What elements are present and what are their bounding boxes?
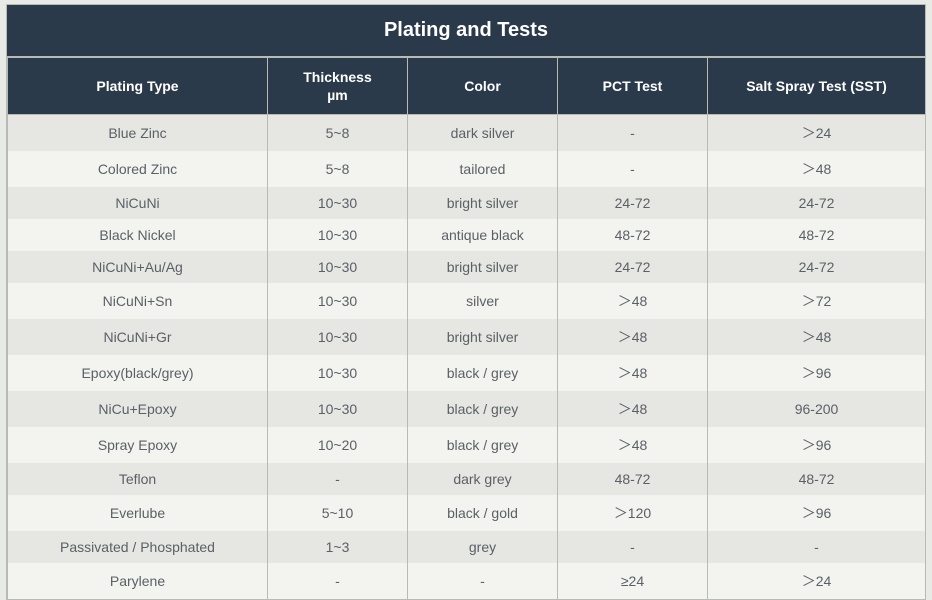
table-cell: 48-72 <box>708 463 926 495</box>
col-header-color: Color <box>408 58 558 115</box>
plating-tests-table: Plating Type Thicknessµm Color PCT Test … <box>7 57 926 599</box>
table-cell: 48-72 <box>558 219 708 251</box>
table-cell: Passivated / Phosphated <box>8 531 268 563</box>
table-cell: 10~30 <box>268 355 408 391</box>
table-cell: ＞96 <box>708 355 926 391</box>
table-cell: Black Nickel <box>8 219 268 251</box>
table-cell: bright silver <box>408 251 558 283</box>
table-cell: ＞48 <box>558 391 708 427</box>
table-cell: ＞24 <box>708 563 926 599</box>
table-cell: 5~8 <box>268 115 408 152</box>
table-cell: 10~30 <box>268 319 408 355</box>
table-cell: ＞48 <box>708 319 926 355</box>
table-cell: bright silver <box>408 187 558 219</box>
table-cell: Teflon <box>8 463 268 495</box>
table-row: Black Nickel10~30antique black48-7248-72 <box>8 219 926 251</box>
table-cell: tailored <box>408 151 558 187</box>
table-cell: NiCuNi <box>8 187 268 219</box>
table-cell: Colored Zinc <box>8 151 268 187</box>
table-cell: ＞48 <box>558 427 708 463</box>
table-row: NiCuNi+Sn10~30silver＞48＞72 <box>8 283 926 319</box>
table-cell: Spray Epoxy <box>8 427 268 463</box>
table-cell: 5~10 <box>268 495 408 531</box>
table-cell: ＞48 <box>558 355 708 391</box>
table-cell: NiCu+Epoxy <box>8 391 268 427</box>
table-cell: - <box>268 463 408 495</box>
table-cell: ＞72 <box>708 283 926 319</box>
table-row: NiCuNi10~30bright silver24-7224-72 <box>8 187 926 219</box>
col-header-thickness: Thicknessµm <box>268 58 408 115</box>
table-cell: ＞48 <box>558 283 708 319</box>
table-row: Teflon-dark grey48-7248-72 <box>8 463 926 495</box>
table-cell: dark grey <box>408 463 558 495</box>
table-cell: Blue Zinc <box>8 115 268 152</box>
table-cell: bright silver <box>408 319 558 355</box>
table-body: Blue Zinc5~8dark silver-＞24Colored Zinc5… <box>8 115 926 600</box>
table-cell: - <box>558 115 708 152</box>
table-cell: silver <box>408 283 558 319</box>
table-cell: black / grey <box>408 427 558 463</box>
table-cell: 24-72 <box>708 187 926 219</box>
table-cell: ＞120 <box>558 495 708 531</box>
table-cell: 10~30 <box>268 187 408 219</box>
table-cell: ＞24 <box>708 115 926 152</box>
table-cell: 48-72 <box>558 463 708 495</box>
table-row: NiCu+Epoxy10~30black / grey＞4896-200 <box>8 391 926 427</box>
table-row: Epoxy(black/grey)10~30black / grey＞48＞96 <box>8 355 926 391</box>
col-header-plating-type: Plating Type <box>8 58 268 115</box>
table-cell: 10~30 <box>268 283 408 319</box>
table-cell: dark silver <box>408 115 558 152</box>
table-cell: 1~3 <box>268 531 408 563</box>
table-row: Parylene--≥24＞24 <box>8 563 926 599</box>
table-cell: - <box>268 563 408 599</box>
table-cell: black / grey <box>408 355 558 391</box>
table-row: NiCuNi+Gr10~30bright silver＞48＞48 <box>8 319 926 355</box>
table-row: Blue Zinc5~8dark silver-＞24 <box>8 115 926 152</box>
table-cell: black / gold <box>408 495 558 531</box>
table-cell: 10~30 <box>268 251 408 283</box>
table-cell: 5~8 <box>268 151 408 187</box>
table-cell: - <box>558 151 708 187</box>
table-cell: antique black <box>408 219 558 251</box>
table-cell: ≥24 <box>558 563 708 599</box>
table-cell: NiCuNi+Sn <box>8 283 268 319</box>
table-cell: - <box>708 531 926 563</box>
table-cell: 10~20 <box>268 427 408 463</box>
table-cell: 24-72 <box>558 187 708 219</box>
table-cell: ＞48 <box>558 319 708 355</box>
table-cell: 24-72 <box>708 251 926 283</box>
table-cell: 10~30 <box>268 219 408 251</box>
table-cell: 24-72 <box>558 251 708 283</box>
table-row: Passivated / Phosphated1~3grey-- <box>8 531 926 563</box>
table-cell: black / grey <box>408 391 558 427</box>
table-row: Colored Zinc5~8tailored-＞48 <box>8 151 926 187</box>
panel-title: Plating and Tests <box>7 5 925 57</box>
table-row: NiCuNi+Au/Ag10~30bright silver24-7224-72 <box>8 251 926 283</box>
table-cell: 96-200 <box>708 391 926 427</box>
col-header-sst: Salt Spray Test (SST) <box>708 58 926 115</box>
table-cell: Everlube <box>8 495 268 531</box>
table-cell: NiCuNi+Au/Ag <box>8 251 268 283</box>
table-cell: ＞96 <box>708 427 926 463</box>
table-cell: - <box>558 531 708 563</box>
table-cell: ＞48 <box>708 151 926 187</box>
table-cell: 10~30 <box>268 391 408 427</box>
table-header-row: Plating Type Thicknessµm Color PCT Test … <box>8 58 926 115</box>
table-cell: Parylene <box>8 563 268 599</box>
table-cell: NiCuNi+Gr <box>8 319 268 355</box>
table-cell: Epoxy(black/grey) <box>8 355 268 391</box>
table-row: Spray Epoxy10~20black / grey＞48＞96 <box>8 427 926 463</box>
table-cell: 48-72 <box>708 219 926 251</box>
table-cell: - <box>408 563 558 599</box>
table-cell: ＞96 <box>708 495 926 531</box>
table-cell: grey <box>408 531 558 563</box>
col-header-pct-test: PCT Test <box>558 58 708 115</box>
plating-tests-panel: Plating and Tests Plating Type Thickness… <box>6 4 926 600</box>
table-row: Everlube5~10black / gold＞120＞96 <box>8 495 926 531</box>
